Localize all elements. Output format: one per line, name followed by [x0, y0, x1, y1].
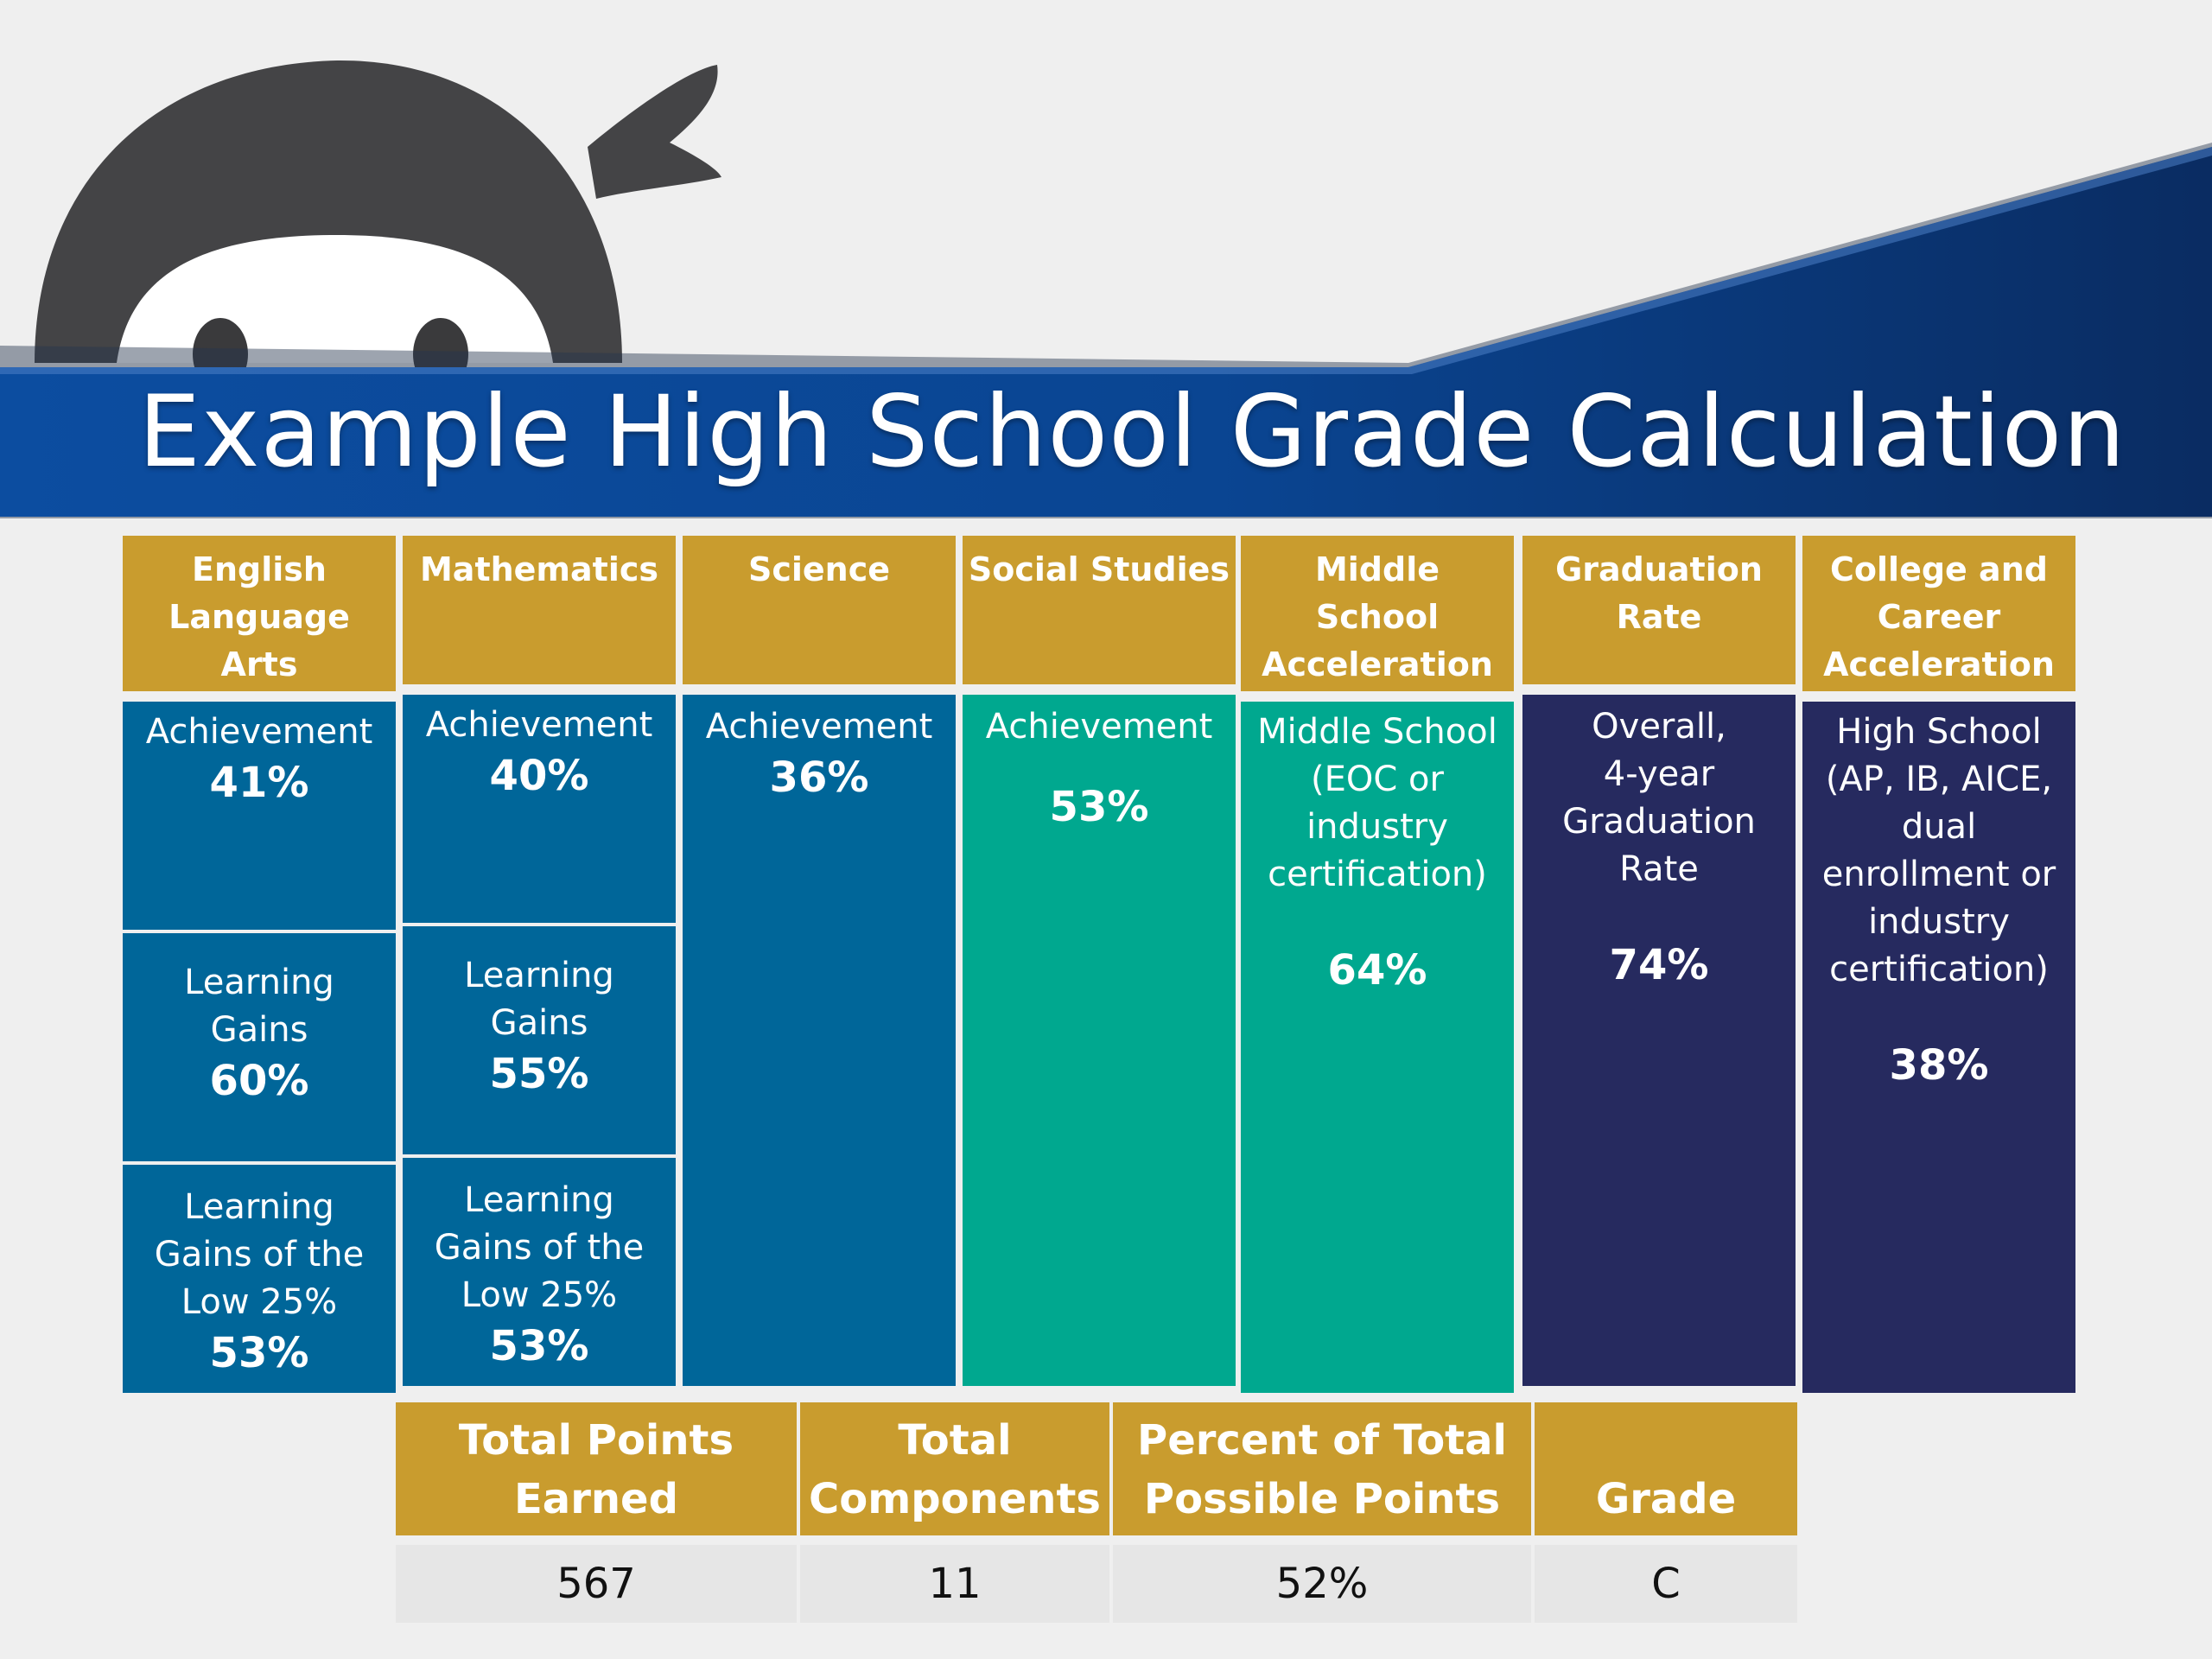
metric-label: Learning Gains	[184, 963, 334, 1050]
metric-label: Middle School (EOC or industry certifica…	[1257, 712, 1497, 894]
metric-value: 41%	[209, 759, 309, 807]
column-header: Mathematics	[403, 536, 676, 684]
column-header: Social Studies	[963, 536, 1236, 684]
metric-label: Achievement	[705, 707, 933, 747]
summary-header-percent-possible: Percent of Total Possible Points	[1113, 1402, 1531, 1535]
metric-label: Learning Gains of the Low 25%	[154, 1187, 365, 1322]
metric-cell-achievement: Achievement 41%	[123, 702, 396, 930]
metric-cell-learning-gains-low-25: Learning Gains of the Low 25% 53%	[123, 1165, 396, 1393]
summary-header-total-components: Total Components	[800, 1402, 1109, 1535]
metric-label: Achievement	[425, 705, 653, 745]
ninja-mascot-icon	[35, 60, 721, 391]
metric-cell-learning-gains: Learning Gains 55%	[403, 926, 676, 1154]
summary-value-total-components: 11	[800, 1545, 1109, 1623]
metric-cell-graduation-rate: Overall, 4-year Graduation Rate 74%	[1522, 695, 1796, 1386]
metric-cell-achievement: Achievement 40%	[403, 695, 676, 923]
metric-value: 40%	[489, 752, 589, 800]
metric-label: High School (AP, IB, AICE, dual enrollme…	[1821, 712, 2056, 989]
header-decoration	[0, 60, 2212, 518]
summary-value-total-points: 567	[396, 1545, 797, 1623]
metric-value: 74%	[1609, 941, 1709, 989]
metric-cell-achievement: Achievement 36%	[683, 695, 956, 1386]
metric-label: Achievement	[145, 712, 373, 752]
metric-value: 53%	[209, 1329, 309, 1377]
metric-value: 36%	[769, 753, 869, 802]
metric-value: 64%	[1327, 946, 1427, 995]
title-banner	[0, 147, 2212, 517]
metric-label: Learning Gains of the Low 25%	[434, 1180, 645, 1315]
page-title: Example High School Grade Calculation	[138, 374, 2126, 489]
metric-cell-learning-gains: Learning Gains 60%	[123, 933, 396, 1161]
summary-header-grade: Grade	[1535, 1402, 1797, 1535]
column-header: Middle School Acceleration	[1241, 536, 1514, 691]
metric-cell-middle-school: Middle School (EOC or industry certifica…	[1241, 702, 1514, 1393]
summary-header-total-points: Total Points Earned	[396, 1402, 797, 1535]
metric-label: Achievement	[985, 707, 1213, 747]
column-header: English Language Arts	[123, 536, 396, 691]
metric-value: 53%	[1049, 783, 1149, 831]
metric-cell-high-school-acceleration: High School (AP, IB, AICE, dual enrollme…	[1802, 702, 2075, 1393]
column-header: Graduation Rate	[1522, 536, 1796, 684]
column-header: College and Career Acceleration	[1802, 536, 2075, 691]
summary-value-grade: C	[1535, 1545, 1797, 1623]
metric-cell-achievement: Achievement 53%	[963, 695, 1236, 1386]
metric-value: 38%	[1889, 1041, 1989, 1090]
metric-label: Learning Gains	[464, 956, 614, 1043]
column-header: Science	[683, 536, 956, 684]
metric-value: 60%	[209, 1057, 309, 1105]
summary-value-percent-possible: 52%	[1113, 1545, 1531, 1623]
metric-value: 53%	[489, 1322, 589, 1370]
metric-label: Overall, 4-year Graduation Rate	[1562, 707, 1756, 889]
metric-value: 55%	[489, 1050, 589, 1098]
metric-cell-learning-gains-low-25: Learning Gains of the Low 25% 53%	[403, 1158, 676, 1386]
